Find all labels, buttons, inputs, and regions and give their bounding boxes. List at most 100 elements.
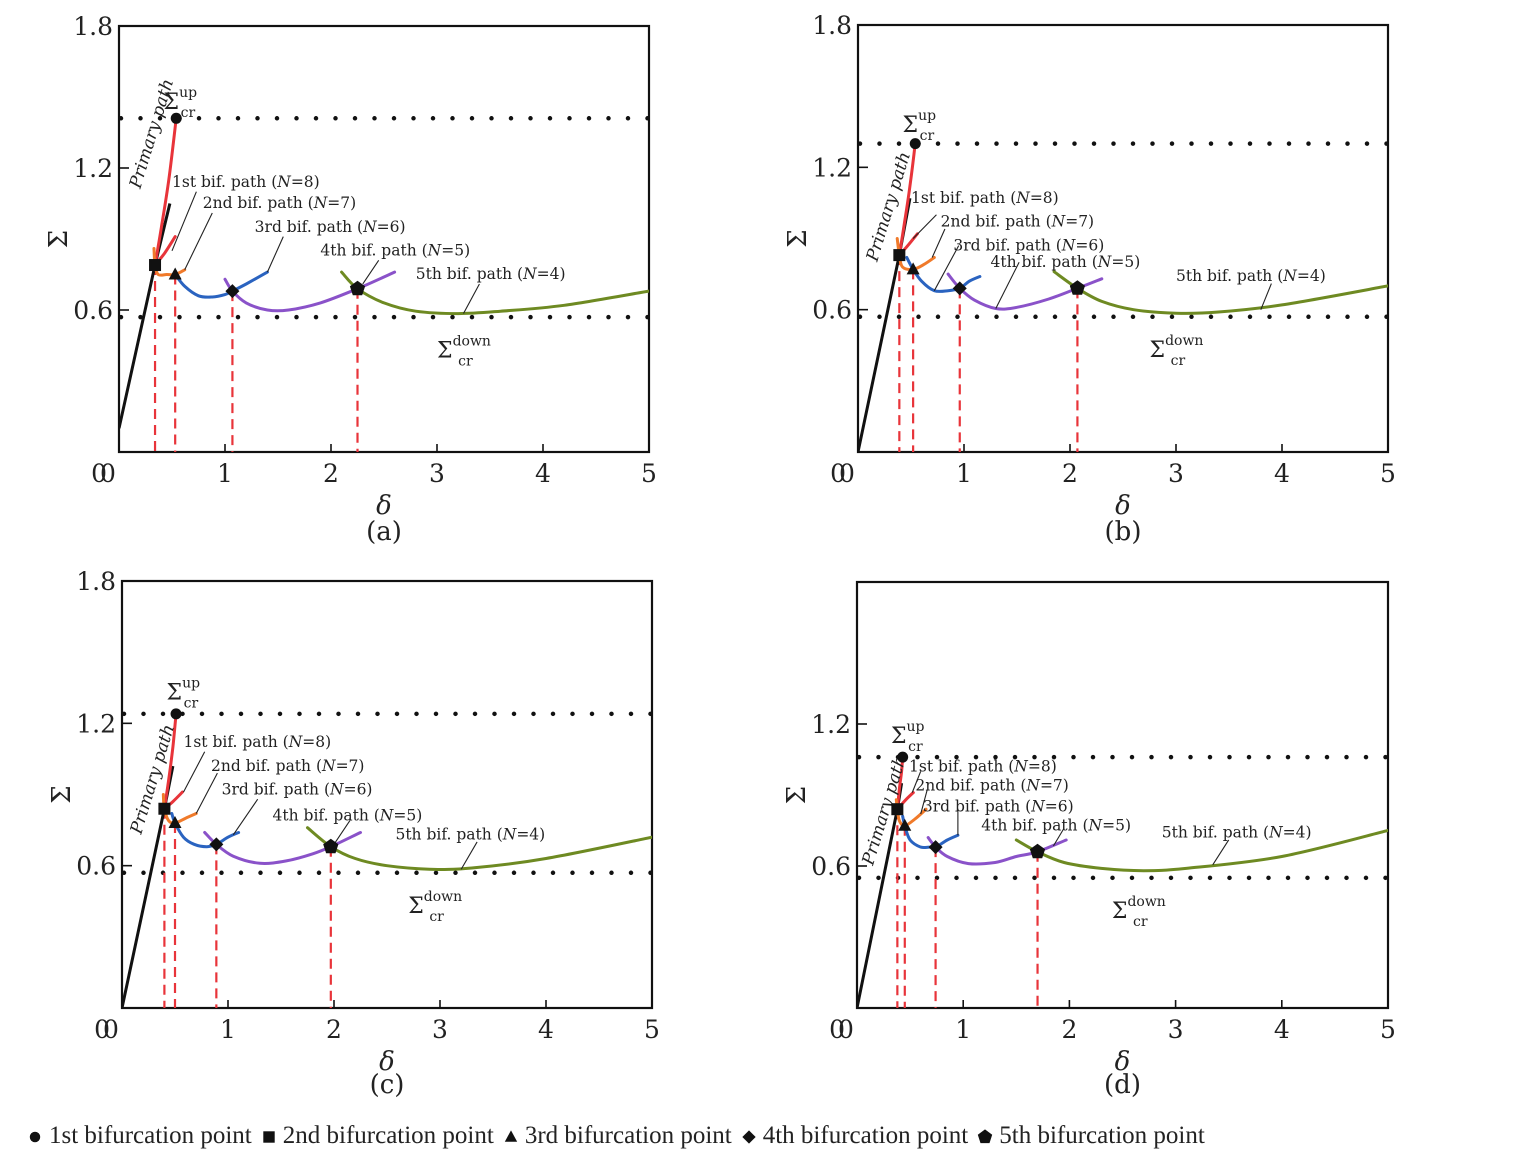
- y-tick-label: 0.6: [73, 296, 113, 325]
- y-tick-label: 0: [829, 1015, 845, 1044]
- sigma-sub: cr: [1171, 353, 1186, 369]
- panel-label: (d): [1104, 1070, 1141, 1100]
- panel-label: (c): [370, 1070, 405, 1100]
- annotation-leader: [463, 283, 480, 314]
- annotation-leader: [232, 798, 259, 836]
- sigma-down-label: Σdown cr: [1112, 894, 1166, 930]
- annotation-n: N: [1268, 824, 1284, 842]
- sigma-up-label: Σup cr: [903, 108, 937, 144]
- annotation-label-2: 2nd bif. path (N=7): [915, 776, 1068, 794]
- annotation-eq: =5): [441, 242, 470, 260]
- y-tick-label: 1.2: [76, 709, 116, 738]
- annotation-n: N: [276, 173, 292, 191]
- annotation-eq: =5): [393, 807, 422, 825]
- y-axis-title: Σ: [47, 785, 77, 803]
- annotation-label-2: 2nd bif. path (N=7): [941, 213, 1094, 231]
- annotation-eq: =4): [537, 265, 566, 283]
- annotation-leader: [362, 259, 380, 285]
- sigma-sub: cr: [429, 909, 444, 925]
- sigma-sub: cr: [181, 105, 196, 121]
- legend-item-4: 4th bifurcation point: [740, 1122, 968, 1150]
- legend-item-2: 2nd bifurcation point: [260, 1122, 494, 1150]
- annotation-text: 3rd bif. path (: [222, 781, 330, 799]
- sigma-sub: cr: [458, 353, 473, 369]
- sigma-sup: up: [182, 676, 200, 692]
- legend: 1st bifurcation point 2nd bifurcation poi…: [26, 1122, 1516, 1150]
- sigma-symbol: Σ: [1112, 899, 1128, 924]
- x-tick-label: 5: [641, 459, 657, 488]
- bif-point-2-square: [893, 249, 906, 262]
- annotation-leader: [184, 212, 213, 271]
- x-axis-title: δ: [1115, 1047, 1131, 1077]
- annotation-text: 3rd bif. path (: [953, 236, 1061, 254]
- annotation-leader: [912, 214, 937, 239]
- annotation-text: 1st bif. path (: [172, 173, 277, 191]
- plot-frame: [856, 23, 1390, 454]
- annotation-label-3: 3rd bif. path (N=6): [923, 798, 1074, 816]
- legend-marker-triangle-icon: [504, 1130, 518, 1142]
- bif-point-3-triangle: [168, 815, 182, 828]
- sigma-sup: down: [1165, 333, 1203, 349]
- x-tick-label: 2: [326, 1015, 342, 1044]
- sigma-symbol: Σ: [903, 113, 919, 138]
- annotation-label-5: 5th bif. path (N=4): [395, 826, 545, 844]
- annotation-eq: =6): [377, 218, 406, 236]
- annotation-text: 5th bif. path (: [416, 265, 523, 283]
- annotation-eq: =6): [1045, 798, 1074, 816]
- annotation-n: N: [329, 781, 345, 799]
- annotation-n: N: [1051, 213, 1067, 231]
- annotation-label-5: 5th bif. path (N=4): [1176, 267, 1326, 285]
- annotation-leader: [933, 245, 960, 291]
- annotation-leader: [1260, 283, 1272, 310]
- bif-point-2-square: [149, 259, 162, 272]
- annotation-text: 2nd bif. path (: [203, 194, 314, 212]
- annotation-eq: =7): [1040, 776, 1069, 794]
- legend-label: 2nd bifurcation point: [282, 1122, 494, 1149]
- annotation-leader: [333, 820, 351, 845]
- sigma-sub: cr: [908, 739, 923, 755]
- annotation-eq: =8): [1030, 189, 1059, 207]
- annotation-label-4: 4th bif. path (N=5): [981, 817, 1131, 835]
- legend-item-5: 5th bifurcation point: [976, 1122, 1205, 1150]
- annotation-label-4: 4th bif. path (N=5): [991, 253, 1141, 271]
- y-tick-label: 1.8: [76, 567, 116, 596]
- x-tick-label: 1: [955, 1015, 971, 1044]
- legend-marker-circle-icon: [29, 1131, 41, 1143]
- annotation-n: N: [1025, 776, 1041, 794]
- x-axis-title: δ: [1115, 491, 1131, 521]
- annotation-text: 4th bif. path (: [981, 817, 1088, 835]
- annotation-eq: =7): [336, 757, 365, 775]
- bif-point-4-diamond: [209, 837, 224, 852]
- annotation-text: 2nd bif. path (: [915, 776, 1026, 794]
- sigma-symbol: Σ: [164, 90, 180, 115]
- annotation-label-3: 3rd bif. path (N=6): [953, 236, 1104, 254]
- y-tick-label: 1.8: [73, 12, 113, 41]
- annotation-eq: =8): [291, 173, 320, 191]
- legend-label: 5th bifurcation point: [999, 1122, 1205, 1149]
- y-tick-label: 1.2: [73, 154, 113, 183]
- bif-point-2-square: [158, 802, 171, 815]
- annotation-n: N: [1282, 267, 1298, 285]
- bif-path-1: [162, 712, 178, 811]
- annotation-eq: =8): [302, 733, 331, 751]
- y-axis-title: Σ: [783, 229, 813, 247]
- legend-item-3: 3rd bifurcation point: [502, 1122, 732, 1150]
- sigma-sup: down: [453, 333, 491, 349]
- x-axis-title: δ: [379, 1047, 395, 1077]
- annotation-n: N: [1030, 798, 1046, 816]
- sigma-symbol: Σ: [408, 894, 424, 919]
- annotation-leader: [911, 771, 922, 793]
- legend-triangle-icon: [504, 1130, 518, 1142]
- annotation-text: 1st bif. path (: [183, 733, 288, 751]
- annotation-n: N: [321, 757, 337, 775]
- annotation-eq: =4): [516, 826, 545, 844]
- annotation-text: 5th bif. path (: [1176, 267, 1283, 285]
- annotation-leader: [1212, 839, 1230, 866]
- bif-point-4-diamond: [928, 840, 943, 855]
- x-tick-label: 1: [217, 459, 233, 488]
- y-tick-label: 0: [91, 459, 107, 488]
- annotation-eq: =5): [1102, 817, 1131, 835]
- bif-point-3-triangle: [906, 262, 920, 275]
- annotation-leader: [266, 236, 284, 273]
- legend-item-1: 1st bifurcation point: [26, 1122, 252, 1150]
